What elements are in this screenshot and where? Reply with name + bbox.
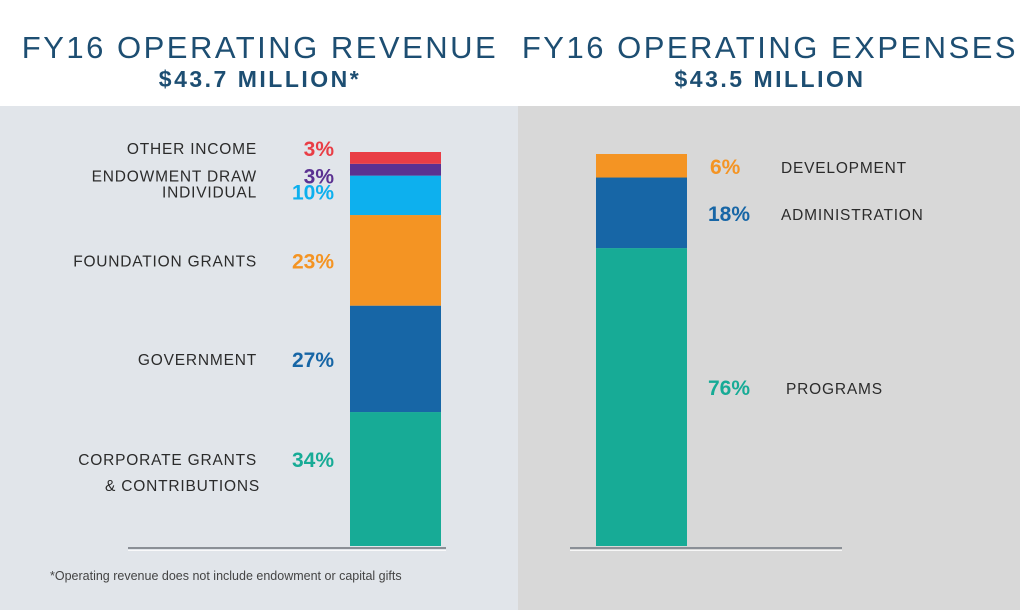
expenses-name-development: DEVELOPMENT — [781, 160, 907, 177]
expenses-header: FY16 OPERATING EXPENSES $43.5 MILLION — [520, 0, 1020, 106]
revenue-bar-other-income — [350, 152, 441, 164]
revenue-name-corporate-grants: CORPORATE GRANTS — [78, 452, 257, 469]
expenses-bar-programs — [596, 248, 687, 546]
expenses-bar-development — [596, 154, 687, 178]
revenue-total: $43.7 MILLION* — [158, 66, 362, 92]
revenue-pct-endowment-draw: 3% — [304, 166, 335, 189]
revenue-pct-individual: 10% — [292, 181, 334, 204]
revenue-pct-corporate-grants: 34% — [292, 449, 334, 472]
revenue-bar-foundation-grants — [350, 215, 441, 306]
revenue-bar-government — [350, 305, 441, 413]
expenses-name-administration: ADMINISTRATION — [781, 207, 924, 224]
revenue-pct-other-income: 3% — [304, 138, 335, 161]
expenses-pct-administration: 18% — [708, 203, 750, 226]
revenue-name-endowment-draw: ENDOWMENT DRAW — [92, 169, 257, 186]
expenses-pct-programs: 76% — [708, 377, 750, 400]
revenue-name-government: GOVERNMENT — [138, 352, 257, 369]
expenses-name-programs: PROGRAMS — [786, 381, 883, 398]
expenses-bar-stack — [596, 154, 687, 546]
revenue-pct-government: 27% — [292, 349, 334, 372]
revenue-name-individual: INDIVIDUAL — [162, 184, 257, 201]
revenue-pct-foundation-grants: 23% — [292, 250, 334, 273]
expenses-title: FY16 OPERATING EXPENSES — [521, 30, 1019, 65]
expenses-total: $43.5 MILLION — [674, 66, 866, 92]
expenses-labels: 76% PROGRAMS 18% ADMINISTRATION 6% DEVELOPMEN… — [708, 156, 924, 400]
revenue-labels: 34% CORPORATE GRANTS & CONTRIBUTIONS 27% GOV… — [73, 138, 334, 495]
revenue-name-other-income: OTHER INCOME — [127, 141, 257, 158]
revenue-title: FY16 OPERATING REVENUE — [21, 30, 499, 65]
revenue-bar-individual — [350, 175, 441, 216]
revenue-bar-endowment-draw — [350, 163, 441, 176]
revenue-name-foundation-grants: FOUNDATION GRANTS — [73, 253, 257, 270]
revenue-header: FY16 OPERATING REVENUE $43.7 MILLION* — [0, 0, 520, 106]
revenue-name2-corporate-grants: & CONTRIBUTIONS — [105, 478, 260, 495]
expenses-bar-administration — [596, 177, 687, 249]
revenue-bar-corporate-grants — [350, 412, 441, 546]
footnote: *Operating revenue does not include endo… — [50, 569, 402, 583]
expenses-pct-development: 6% — [710, 156, 741, 179]
revenue-bar-stack — [350, 152, 441, 546]
